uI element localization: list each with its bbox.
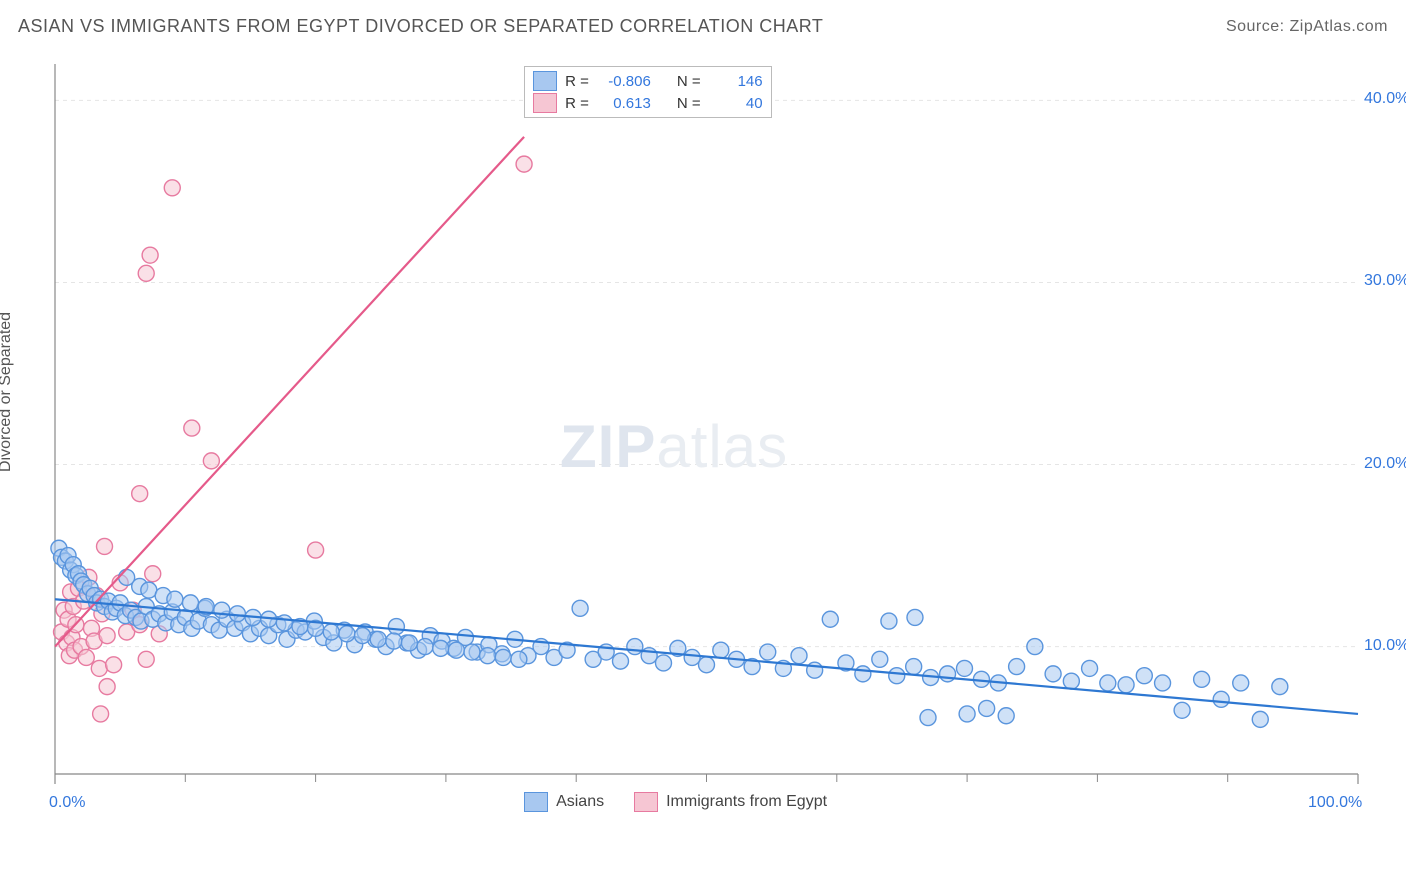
egypt-r-value: 0.613: [597, 95, 651, 112]
y-tick-label: 10.0%: [1364, 637, 1406, 655]
asians-n-value: 146: [709, 73, 763, 90]
y-tick-label: 20.0%: [1364, 455, 1406, 473]
y-tick-label: 30.0%: [1364, 272, 1406, 290]
legend-egypt-label: Immigrants from Egypt: [666, 793, 827, 811]
swatch-egypt: [533, 93, 557, 113]
asians-r-value: -0.806: [597, 73, 651, 90]
source-label: Source: ZipAtlas.com: [1226, 18, 1388, 36]
x-tick-label: 100.0%: [1308, 794, 1362, 812]
y-axis-label: Divorced or Separated: [0, 312, 15, 472]
r-label-2: R =: [565, 95, 589, 112]
series-legend: Asians Immigrants from Egypt: [524, 792, 827, 812]
stats-legend: R = -0.806 N = 146 R = 0.613 N = 40: [524, 66, 772, 118]
y-tick-label: 40.0%: [1364, 90, 1406, 108]
swatch-egypt-bottom: [634, 792, 658, 812]
n-label: N =: [677, 73, 701, 90]
swatch-asians-bottom: [524, 792, 548, 812]
chart-title: ASIAN VS IMMIGRANTS FROM EGYPT DIVORCED …: [18, 16, 823, 37]
egypt-n-value: 40: [709, 95, 763, 112]
plot-area: Divorced or Separated ZIPatlas R = -0.80…: [0, 52, 1406, 892]
x-tick-label: 0.0%: [49, 794, 85, 812]
swatch-asians: [533, 71, 557, 91]
r-label: R =: [565, 73, 589, 90]
n-label-2: N =: [677, 95, 701, 112]
legend-asians-label: Asians: [556, 793, 604, 811]
